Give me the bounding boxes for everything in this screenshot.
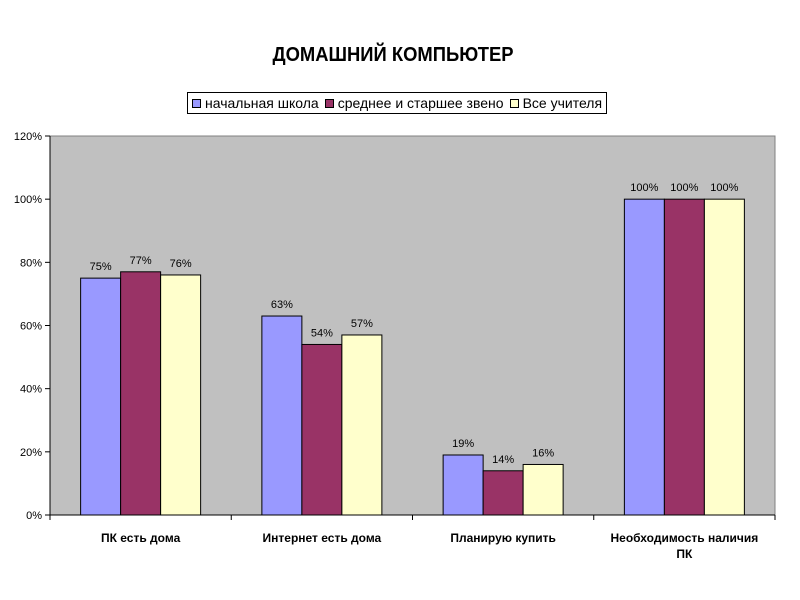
legend-swatch-all-teachers xyxy=(509,98,519,108)
data-label: 14% xyxy=(492,454,514,466)
y-tick-label: 100% xyxy=(14,194,42,206)
data-label: 57% xyxy=(351,318,373,330)
x-tick-label: ПК xyxy=(676,547,693,561)
bar xyxy=(261,315,303,516)
x-tick-label: Интернет есть дома xyxy=(263,531,382,545)
legend-swatch-primary-school xyxy=(192,98,201,108)
data-label: 63% xyxy=(271,299,293,311)
data-label: 54% xyxy=(311,327,333,339)
bar xyxy=(623,198,665,516)
data-label: 100% xyxy=(670,182,698,194)
x-tick-label: Необходимость наличия xyxy=(611,531,759,545)
legend-entry-all-teachers: Все учителя xyxy=(509,95,603,111)
data-label: 77% xyxy=(130,255,152,267)
bar xyxy=(522,463,564,516)
bar xyxy=(703,198,745,516)
bar xyxy=(120,271,162,516)
legend: начальная школа среднее и старшее звено … xyxy=(187,92,608,114)
legend-label-middle-senior: среднее и старшее звено xyxy=(337,95,504,111)
data-label: 100% xyxy=(630,182,658,194)
y-tick-label: 40% xyxy=(20,384,42,396)
bar xyxy=(301,343,343,516)
legend-label-all-teachers: Все учителя xyxy=(522,95,603,111)
legend-label-primary-school: начальная школа xyxy=(205,95,319,111)
y-tick-label: 80% xyxy=(20,257,42,269)
y-tick-label: 120% xyxy=(14,131,42,143)
data-label: 16% xyxy=(532,447,554,459)
y-tick-label: 20% xyxy=(20,447,42,459)
bar xyxy=(80,277,122,516)
bar xyxy=(341,334,383,516)
bar xyxy=(442,454,484,516)
chart-title: ДОМАШНИЙ КОМПЬЮТЕР xyxy=(272,44,514,66)
data-label: 19% xyxy=(452,438,474,450)
legend-entry-primary-school: начальная школа xyxy=(192,95,319,111)
data-label: 75% xyxy=(90,261,112,273)
data-label: 76% xyxy=(170,258,192,270)
x-tick-label: ПК есть дома xyxy=(101,531,181,545)
legend-entry-middle-senior: среднее и старшее звено xyxy=(324,95,504,111)
bar xyxy=(663,198,705,516)
y-tick-label: 60% xyxy=(20,321,42,333)
bar xyxy=(160,274,202,516)
data-label: 100% xyxy=(710,182,738,194)
bar xyxy=(482,470,524,516)
legend-swatch-middle-senior xyxy=(324,98,334,108)
x-tick-label: Планирую купить xyxy=(450,531,556,545)
y-tick-label: 0% xyxy=(26,510,42,522)
